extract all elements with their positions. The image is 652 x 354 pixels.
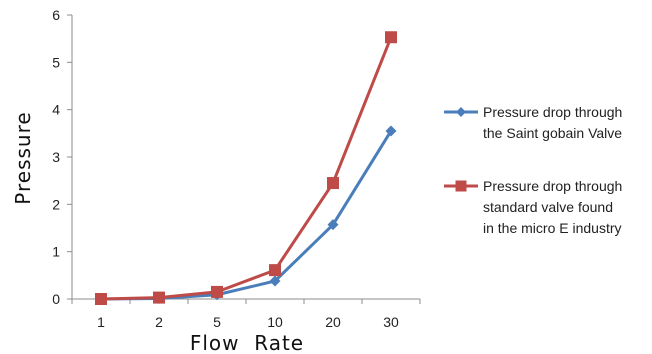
legend-label-line: standard valve found: [483, 199, 613, 215]
y-tick-label: 2: [52, 196, 60, 212]
x-tick-label: 10: [267, 314, 283, 330]
series-2-point: [211, 285, 223, 298]
y-tick-label: 0: [52, 291, 60, 307]
x-tick-label: 20: [325, 314, 341, 330]
series-2-point: [327, 177, 339, 190]
legend-marker: [455, 180, 467, 192]
x-axis-title: Flow Rate: [190, 331, 304, 354]
series-2-point: [385, 31, 397, 44]
legend-entry-1: Pressure drop through the Saint gobain Va…: [444, 104, 622, 141]
legend-label-line: in the micro E industry: [483, 220, 622, 236]
x-tick-label: 1: [97, 314, 105, 330]
legend-marker: [456, 107, 466, 117]
series-2-point: [153, 291, 165, 304]
x-axis: 1 2 5 10 20 30: [71, 298, 421, 330]
series-2-point: [269, 264, 281, 277]
series-1-point: [385, 125, 397, 137]
legend-label-line: the Saint gobain Valve: [483, 125, 622, 141]
y-tick-label: 1: [52, 244, 60, 260]
y-tick-label: 5: [52, 54, 60, 70]
y-tick-label: 3: [52, 149, 60, 165]
y-axis: 0 1 2 3 4 5 6: [52, 7, 73, 307]
y-tick-label: 6: [52, 7, 60, 23]
series-2-point: [95, 293, 107, 305]
series-2: [95, 31, 397, 305]
legend-label-line: Pressure drop through: [483, 178, 622, 194]
series-1-point: [269, 275, 281, 287]
y-axis-title: Pressure: [11, 111, 35, 204]
x-tick-label: 2: [155, 314, 163, 330]
legend: Pressure drop through the Saint gobain Va…: [444, 104, 622, 236]
y-tick-label: 4: [52, 102, 60, 118]
series-1-point: [327, 219, 339, 231]
legend-entry-2: Pressure drop through standard valve foun…: [444, 178, 622, 236]
series-1-line: [100, 130, 393, 301]
series-2-line: [100, 36, 393, 301]
x-tick-label: 30: [383, 314, 399, 330]
series-1: [95, 125, 397, 305]
x-tick-label: 5: [213, 314, 221, 330]
legend-label-line: Pressure drop through: [483, 104, 622, 120]
series-layer: [95, 31, 397, 305]
